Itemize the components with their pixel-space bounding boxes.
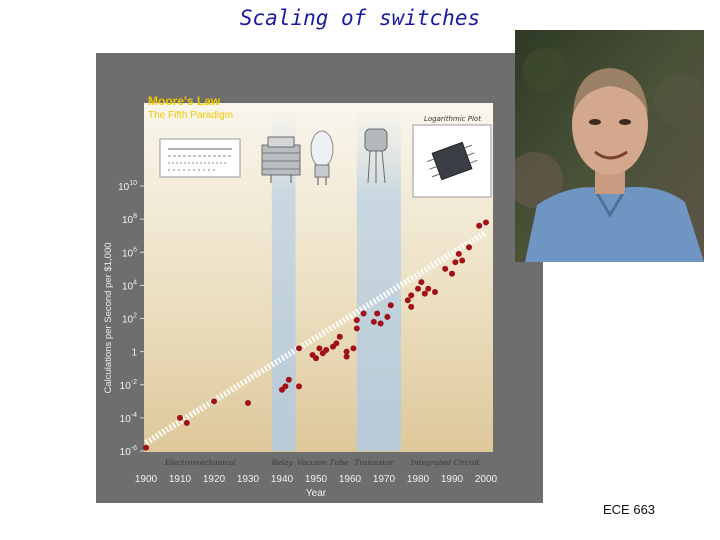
data-point-43	[476, 222, 483, 229]
trend-line	[144, 229, 488, 446]
data-point-16	[333, 340, 340, 347]
relay-band	[271, 111, 296, 451]
data-point-1	[177, 414, 183, 421]
data-point-26	[377, 320, 384, 327]
data-point-19	[343, 348, 350, 355]
data-point-3	[211, 398, 217, 405]
data-point-32	[415, 285, 421, 292]
data-point-12	[316, 345, 323, 352]
y-axis-label: Calculations per Second per $1,000	[103, 242, 114, 393]
x-tick-label-2: 1920	[203, 474, 226, 485]
y-tick-label-6: 10-2	[120, 379, 137, 392]
data-point-4	[245, 399, 251, 406]
y-tick-label-2: 106	[122, 246, 137, 259]
data-point-33	[418, 279, 425, 286]
data-point-37	[442, 265, 449, 272]
data-point-36	[432, 289, 438, 295]
x-tick-label-1: 1910	[169, 474, 192, 485]
y-tick-label-1: 108	[122, 213, 137, 226]
chart-title: Moore's Law	[148, 94, 221, 108]
data-point-22	[353, 317, 360, 324]
x-axis-label: Year	[306, 488, 327, 499]
x-tick-label-3: 1930	[237, 474, 260, 485]
paradigm-label-4: Integrated Circuit	[410, 458, 481, 467]
x-tick-label-7: 1970	[373, 474, 396, 485]
y-tick-label-7: 10-4	[120, 412, 137, 425]
data-point-2	[183, 419, 190, 426]
data-point-28	[387, 302, 394, 309]
data-point-9	[296, 345, 302, 352]
data-point-30	[408, 292, 415, 299]
data-point-20	[350, 345, 357, 352]
moores-law-chart: 1010 108 106 104 102 1 10-2 10-4 10-6 1900 1910 19…	[96, 53, 543, 503]
data-point-14	[323, 346, 330, 353]
data-point-8	[296, 383, 302, 390]
portrait-photo	[515, 30, 704, 262]
data-point-6	[282, 383, 289, 390]
paradigm-label-1: Relay	[270, 458, 293, 467]
data-point-11	[313, 355, 319, 362]
x-tick-label-9: 1990	[441, 474, 464, 485]
data-point-25	[374, 310, 381, 317]
data-point-7	[285, 376, 292, 383]
log-plot-note: Logarithmic Plot	[424, 115, 481, 123]
x-tick-label-10: 2000	[475, 474, 498, 485]
slide-footer: ECE 663	[603, 502, 656, 517]
paradigm-label-3: Transistor	[354, 458, 394, 467]
integrated-circuit-illustration	[412, 124, 492, 198]
relay-illustration	[261, 136, 301, 183]
x-tick-label-0: 1900	[135, 474, 158, 485]
y-tick-label-0: 1010	[118, 180, 137, 193]
slide-title: Scaling of switches	[239, 6, 481, 30]
x-tick-label-4: 1940	[271, 474, 294, 485]
transistor-illustration	[364, 128, 388, 184]
data-point-38	[449, 270, 455, 277]
data-point-17	[336, 333, 343, 340]
x-tick-label-8: 1980	[407, 474, 430, 485]
data-point-41	[459, 257, 466, 264]
data-point-18	[343, 353, 350, 360]
x-tick-label-5: 1950	[305, 474, 328, 485]
vacuum-tube-illustration	[310, 130, 334, 185]
data-point-42	[466, 244, 472, 251]
data-point-29	[404, 297, 411, 304]
data-point-27	[384, 313, 391, 320]
electromechanical-card-illustration	[159, 138, 241, 178]
paradigm-label-0: Electromechanical	[164, 458, 237, 467]
y-tick-label-8: 10-6	[120, 445, 137, 458]
y-tick-label-5: 1	[131, 348, 137, 359]
data-point-31	[408, 303, 415, 310]
y-tick-label-4: 102	[122, 313, 137, 326]
data-point-44	[483, 219, 489, 226]
x-tick-label-6: 1960	[339, 474, 362, 485]
data-point-34	[421, 290, 428, 297]
y-tick-label-3: 104	[122, 279, 137, 292]
data-point-0	[143, 444, 149, 451]
data-point-40	[455, 250, 462, 257]
transistor-band	[356, 111, 401, 451]
data-point-21	[353, 325, 360, 332]
data-point-24	[370, 318, 377, 325]
paradigm-label-2: Vacuum Tube	[297, 458, 349, 467]
data-point-35	[425, 285, 432, 292]
data-point-23	[360, 310, 367, 317]
data-point-39	[452, 259, 459, 266]
chart-subtitle: The Fifth Paradigm	[148, 110, 233, 121]
